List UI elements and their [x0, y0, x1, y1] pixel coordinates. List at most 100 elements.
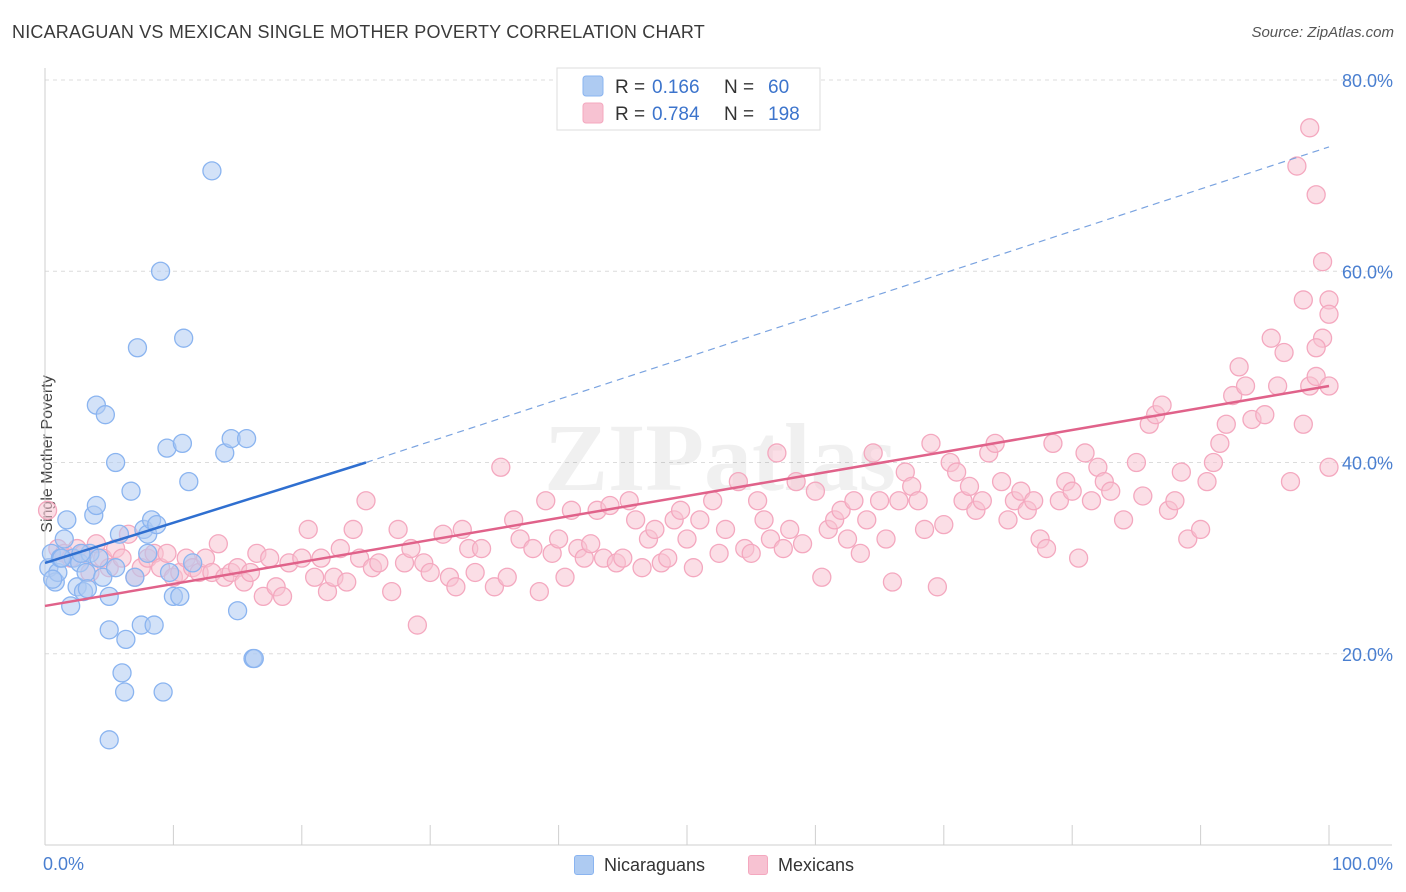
- data-point-mexicans: [780, 519, 800, 540]
- data-point-mexicans: [1197, 471, 1217, 492]
- data-point-nicaraguans: [114, 682, 135, 702]
- data-point-mexicans: [1178, 529, 1198, 549]
- data-point-nicaraguans: [57, 510, 77, 530]
- data-point-mexicans: [1255, 405, 1275, 425]
- data-point-mexicans: [1274, 342, 1294, 363]
- trend-layer: [44, 146, 1330, 608]
- data-point-nicaraguans: [86, 495, 107, 516]
- data-point-nicaraguans: [99, 730, 119, 750]
- data-point-mexicans: [927, 577, 948, 597]
- data-point-mexicans: [645, 519, 665, 540]
- data-point-mexicans: [253, 586, 273, 607]
- data-point-mexicans: [433, 524, 453, 544]
- data-point-mexicans: [1306, 366, 1326, 387]
- trendline-mexicans: [44, 384, 1330, 608]
- legend-swatch-mexicans: [748, 855, 768, 875]
- data-point-mexicans: [484, 577, 505, 597]
- data-point-mexicans: [1203, 452, 1224, 473]
- data-point-mexicans: [337, 572, 357, 592]
- watermark: ZIPatlas: [544, 404, 896, 511]
- data-point-mexicans: [741, 543, 761, 563]
- data-point-mexicans: [260, 548, 280, 568]
- legend-r-label: R =: [615, 104, 645, 125]
- legend-swatch-nicaraguans: [574, 855, 594, 875]
- data-point-nicaraguans: [202, 161, 222, 181]
- data-point-nicaraguans: [76, 562, 96, 583]
- data-point-mexicans: [420, 562, 440, 583]
- data-point-mexicans: [1068, 548, 1089, 568]
- legend-n-value: 60: [768, 77, 789, 98]
- data-point-nicaraguans: [127, 338, 148, 358]
- y-tick-label: 20.0%: [1342, 645, 1393, 665]
- data-point-mexicans: [446, 577, 466, 597]
- y-tick-label: 80.0%: [1342, 71, 1393, 91]
- data-point-mexicans: [683, 558, 704, 578]
- data-point-mexicans: [491, 457, 511, 477]
- data-point-mexicans: [1312, 252, 1333, 272]
- data-point-mexicans: [1306, 185, 1326, 205]
- data-point-mexicans: [670, 500, 691, 520]
- data-point-mexicans: [1210, 433, 1230, 454]
- data-point-nicaraguans: [95, 405, 115, 425]
- data-point-mexicans: [1081, 491, 1102, 511]
- data-point-mexicans: [1113, 510, 1134, 530]
- data-point-mexicans: [1293, 290, 1313, 310]
- y-tick-label: 60.0%: [1342, 262, 1393, 282]
- data-point-mexicans: [921, 433, 941, 454]
- series-nicaraguans: [39, 161, 264, 750]
- data-point-nicaraguans: [150, 261, 171, 281]
- data-point-mexicans: [343, 519, 363, 540]
- data-point-nicaraguans: [125, 567, 145, 587]
- legend-item-mexicans: Mexicans: [748, 850, 854, 880]
- legend-n-value: 198: [768, 104, 800, 125]
- data-point-mexicans: [1216, 414, 1236, 434]
- data-point-mexicans: [792, 534, 813, 554]
- data-point-mexicans: [959, 476, 980, 497]
- data-point-mexicans: [1280, 471, 1301, 492]
- data-point-nicaraguans: [93, 567, 113, 587]
- data-point-mexicans: [1062, 481, 1082, 501]
- data-point-mexicans: [632, 558, 652, 578]
- data-point-mexicans: [703, 491, 723, 511]
- x-tick-label-min: 0.0%: [43, 854, 84, 874]
- legend-r-value: 0.166: [652, 77, 700, 98]
- legend-n-label: N =: [724, 104, 754, 125]
- data-point-mexicans: [658, 548, 678, 568]
- data-point-nicaraguans: [179, 471, 199, 492]
- data-point-mexicans: [1101, 481, 1121, 501]
- legend-label-mexicans: Mexicans: [778, 854, 855, 875]
- data-point-mexicans: [1126, 452, 1147, 473]
- data-point-mexicans: [715, 519, 736, 540]
- data-point-mexicans: [1235, 376, 1256, 396]
- data-point-mexicans: [292, 548, 312, 568]
- data-point-nicaraguans: [121, 481, 141, 501]
- data-point-mexicans: [1024, 491, 1044, 511]
- data-point-mexicans: [37, 500, 58, 520]
- data-point-mexicans: [972, 491, 992, 511]
- data-point-mexicans: [876, 529, 896, 549]
- data-point-mexicans: [1293, 414, 1313, 434]
- data-point-mexicans: [934, 515, 954, 535]
- data-point-nicaraguans: [112, 663, 132, 683]
- data-point-mexicans: [837, 529, 858, 549]
- trendline-nicaraguans: [44, 461, 367, 565]
- data-point-nicaraguans: [99, 620, 119, 640]
- data-point-nicaraguans: [170, 586, 190, 607]
- data-point-mexicans: [536, 491, 556, 511]
- data-point-nicaraguans: [227, 601, 248, 621]
- data-point-mexicans: [298, 519, 318, 540]
- data-point-mexicans: [773, 538, 793, 559]
- data-point-mexicans: [581, 534, 601, 554]
- data-point-mexicans: [369, 553, 389, 573]
- data-point-mexicans: [805, 481, 826, 501]
- data-point-mexicans: [991, 471, 1012, 492]
- data-point-mexicans: [625, 510, 646, 530]
- data-point-mexicans: [407, 615, 428, 635]
- data-point-mexicans: [548, 529, 569, 549]
- data-point-mexicans: [330, 538, 350, 559]
- data-point-mexicans: [1075, 443, 1095, 463]
- data-point-nicaraguans: [183, 553, 203, 573]
- legend-swatch-nicaraguans: [582, 75, 604, 97]
- data-point-nicaraguans: [77, 579, 98, 599]
